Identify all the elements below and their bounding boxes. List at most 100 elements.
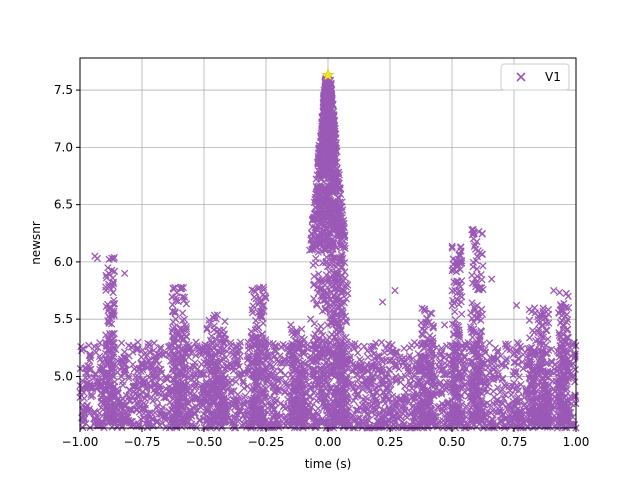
data-point bbox=[483, 388, 492, 396]
data-point bbox=[234, 350, 242, 358]
data-point bbox=[571, 365, 579, 374]
data-point bbox=[360, 342, 368, 350]
data-point bbox=[117, 363, 126, 371]
data-point bbox=[162, 423, 170, 432]
data-point bbox=[309, 388, 318, 397]
data-point bbox=[85, 341, 93, 350]
data-point bbox=[349, 416, 357, 425]
data-point bbox=[389, 346, 397, 355]
data-point bbox=[192, 351, 200, 360]
data-point bbox=[500, 415, 509, 423]
data-point bbox=[137, 360, 146, 368]
data-point bbox=[92, 377, 100, 386]
data-point bbox=[274, 377, 282, 385]
data-point bbox=[77, 343, 85, 351]
data-point bbox=[135, 365, 143, 373]
data-point bbox=[350, 344, 358, 353]
data-point bbox=[195, 417, 204, 425]
data-point bbox=[409, 392, 417, 400]
data-point bbox=[281, 388, 289, 397]
data-point bbox=[361, 406, 369, 415]
data-point bbox=[405, 361, 413, 369]
data-point bbox=[281, 355, 289, 363]
data-point bbox=[283, 382, 292, 391]
data-point bbox=[396, 353, 404, 361]
data-point bbox=[150, 380, 159, 389]
data-point bbox=[385, 366, 393, 374]
data-point bbox=[230, 387, 238, 395]
data-point bbox=[306, 356, 314, 364]
data-point bbox=[351, 417, 359, 425]
data-point bbox=[509, 404, 517, 413]
data-point bbox=[496, 388, 504, 396]
data-point bbox=[313, 375, 321, 384]
data-point bbox=[391, 363, 399, 371]
data-point bbox=[134, 338, 142, 346]
data-point bbox=[374, 372, 382, 380]
data-point bbox=[99, 391, 107, 399]
data-point bbox=[406, 379, 415, 387]
data-point bbox=[92, 348, 100, 356]
data-point bbox=[462, 402, 471, 410]
data-point bbox=[85, 409, 94, 418]
data-point bbox=[372, 384, 380, 392]
data-point bbox=[403, 413, 411, 422]
data-point bbox=[377, 338, 386, 347]
data-point bbox=[147, 393, 156, 401]
data-point bbox=[386, 356, 395, 365]
data-point bbox=[139, 346, 147, 354]
data-point bbox=[459, 364, 468, 373]
data-point bbox=[196, 399, 204, 408]
data-point bbox=[265, 360, 273, 368]
data-point bbox=[85, 407, 93, 415]
data-point bbox=[148, 376, 156, 384]
data-point bbox=[80, 394, 88, 403]
data-point bbox=[227, 338, 235, 347]
data-point bbox=[129, 360, 137, 369]
data-point bbox=[514, 360, 522, 369]
data-point bbox=[400, 420, 408, 428]
data-point bbox=[400, 344, 408, 353]
data-point bbox=[388, 397, 396, 405]
data-point bbox=[160, 393, 168, 402]
data-point bbox=[392, 362, 401, 371]
data-point bbox=[434, 404, 442, 412]
data-point bbox=[489, 366, 498, 374]
data-point bbox=[190, 393, 198, 402]
data-point bbox=[117, 339, 126, 347]
data-point bbox=[523, 352, 532, 360]
data-point bbox=[408, 384, 416, 393]
data-point bbox=[113, 368, 122, 376]
data-point bbox=[125, 374, 133, 383]
data-point bbox=[153, 404, 161, 412]
data-point bbox=[142, 390, 151, 398]
data-point bbox=[79, 411, 87, 419]
data-point bbox=[322, 417, 330, 426]
data-point bbox=[320, 372, 328, 380]
data-point bbox=[369, 378, 377, 386]
data-point bbox=[356, 414, 364, 422]
data-point bbox=[502, 355, 511, 363]
data-point bbox=[312, 396, 321, 405]
data-point bbox=[125, 372, 133, 380]
data-point bbox=[374, 417, 382, 425]
data-point bbox=[129, 341, 138, 350]
data-point bbox=[354, 342, 362, 351]
data-point bbox=[129, 382, 138, 390]
data-point bbox=[189, 362, 197, 370]
data-point bbox=[234, 402, 242, 411]
data-point bbox=[277, 366, 285, 375]
data-point bbox=[522, 386, 530, 395]
data-point bbox=[156, 345, 165, 353]
data-point bbox=[282, 378, 290, 386]
data-point bbox=[84, 379, 92, 387]
data-point bbox=[445, 412, 453, 421]
data-point bbox=[353, 391, 362, 399]
data-point bbox=[406, 368, 415, 376]
data-point bbox=[150, 339, 158, 347]
data-point bbox=[501, 340, 510, 348]
data-point bbox=[442, 378, 451, 386]
data-point bbox=[515, 373, 523, 381]
data-point bbox=[96, 339, 104, 347]
